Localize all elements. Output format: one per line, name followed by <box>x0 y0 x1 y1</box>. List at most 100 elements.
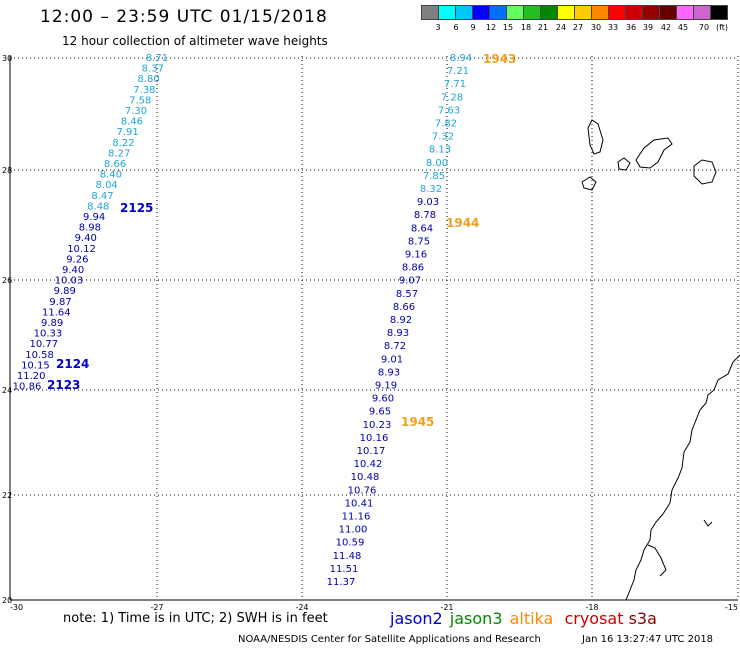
track-2124-value: 8.48 <box>87 201 109 212</box>
lat-tick-label: 30 <box>2 54 12 63</box>
track-2124-value: 8.04 <box>96 180 118 191</box>
lat-tick-label: 22 <box>2 491 12 500</box>
track-2124-value: 8.46 <box>121 117 143 128</box>
track-1944-value: 9.01 <box>381 354 403 365</box>
track-2124-value: 7.58 <box>129 95 151 106</box>
track-1944-value: 8.32 <box>420 184 442 195</box>
track-1944-value: 10.59 <box>336 538 365 549</box>
lon-tick-label: -27 <box>150 603 163 612</box>
legend-label: 36 <box>625 23 637 32</box>
legend-label: 15 <box>502 23 514 32</box>
track-2124-value: 9.89 <box>54 286 76 297</box>
track-2124-value: 10.86 <box>13 382 42 393</box>
track-2124-value: 10.33 <box>34 329 63 340</box>
legend-altika: altika <box>509 609 554 628</box>
track-1944-value: 8.86 <box>402 263 424 274</box>
track-2124-value: 10.58 <box>25 350 54 361</box>
axis-labels: -30 -27 -24 -21 -18 -15 30 28 26 24 22 20 <box>2 54 738 612</box>
map-subtitle: 12 hour collection of altimeter wave hei… <box>62 34 328 48</box>
legend-label: 3 <box>435 23 441 32</box>
legend-label: 27 <box>572 23 584 32</box>
track-2124-value: 9.26 <box>66 254 88 265</box>
track-1944-value: 10.42 <box>354 459 383 470</box>
track-1944-value: 8.13 <box>429 145 451 156</box>
lat-tick-label: 20 <box>2 596 12 605</box>
pass-time-label: 1943 <box>483 52 516 66</box>
coast-africa-inset <box>647 544 667 577</box>
track-1944-value: 8.78 <box>414 210 436 221</box>
track-2124-value: 8.37 <box>142 64 164 75</box>
track-1944-value: 7.28 <box>441 92 463 103</box>
track-1944-value: 10.17 <box>357 446 386 457</box>
track-2124-value: 10.03 <box>55 276 84 287</box>
track-2124-value: 11.64 <box>42 307 71 318</box>
track-1944-value: 8.00 <box>426 158 448 169</box>
legend-s3a: s3a <box>628 609 657 628</box>
track-2124-value: 7.91 <box>117 127 139 138</box>
track-1944-value: 11.00 <box>339 525 368 536</box>
track-2124-value: 10.12 <box>67 244 96 255</box>
legend-label: 30 <box>590 23 602 32</box>
coastline <box>581 119 740 601</box>
track-1944-value: 9.16 <box>405 250 427 261</box>
track-1944-value: 7.63 <box>438 105 460 116</box>
track-1944-value: 9.60 <box>372 394 394 405</box>
lat-tick-label: 26 <box>2 276 12 285</box>
legend-swatch <box>710 5 728 20</box>
legend-label: 33 <box>607 23 619 32</box>
track-1944-value: 8.93 <box>378 367 400 378</box>
track-1944-value: 7.85 <box>423 171 445 182</box>
track-2124-value: 8.27 <box>108 148 130 159</box>
legend-label: 12 <box>485 23 497 32</box>
track-2124-value: 8.40 <box>100 170 122 181</box>
track-2124-value: 9.40 <box>75 233 97 244</box>
track-1944-value: 11.51 <box>330 564 359 575</box>
track-2124-value: 7.30 <box>125 106 147 117</box>
lat-tick-label: 24 <box>2 386 12 395</box>
track-1944-value: 10.48 <box>351 472 380 483</box>
legend-label: 24 <box>555 23 567 32</box>
track-1944-value: 7.21 <box>447 66 469 77</box>
track-1944-value: 7.71 <box>444 79 466 90</box>
track-1944-value: 8.57 <box>396 289 418 300</box>
legend-jason3: jason3 <box>449 609 503 628</box>
track-2124-value: 9.87 <box>49 297 71 308</box>
lon-tick-label: -21 <box>440 603 453 612</box>
color-legend <box>421 5 728 20</box>
track-1944-value: 8.72 <box>384 341 406 352</box>
note-text: note: 1) Time is in UTC; 2) SWH is in fe… <box>63 611 328 626</box>
track-1944-value: 10.41 <box>345 498 374 509</box>
lon-tick-label: -15 <box>725 603 738 612</box>
legend-label: 21 <box>537 23 549 32</box>
track-1944-value: 7.82 <box>435 119 457 130</box>
track-2124-value: 8.98 <box>79 223 101 234</box>
track-1944-value: 10.76 <box>348 485 377 496</box>
track-1944-value: 10.23 <box>363 420 392 431</box>
track-2124-value: 10.77 <box>29 339 58 350</box>
track-1944-value: 7.32 <box>432 132 454 143</box>
track-1944-value: 8.93 <box>387 328 409 339</box>
pass-time-label: 1945 <box>401 415 434 429</box>
track-1944-value: 8.94 <box>450 53 472 64</box>
footnote: note: 1) Time is in UTC; 2) SWH is in fe… <box>63 611 328 626</box>
track-2124-value: 11.20 <box>17 371 46 382</box>
legend-label: 42 <box>660 23 672 32</box>
track-2124-value: 9.89 <box>41 318 63 329</box>
track-2124-value: 9.94 <box>83 212 105 223</box>
map-title: 12:00 – 23:59 UTC 01/15/2018 <box>40 7 328 27</box>
track-1944-value: 11.48 <box>333 551 362 562</box>
lat-lon-grid <box>9 56 739 601</box>
lon-tick-label: -18 <box>585 603 598 612</box>
track-2124-value: 7.38 <box>133 85 155 96</box>
satellite-legend: jason2 jason3 altika cryosat s3a <box>390 609 657 628</box>
track-2124-value: 9.40 <box>62 265 84 276</box>
track-1944-value: 9.19 <box>375 381 397 392</box>
track-2124-value: 8.22 <box>112 138 134 149</box>
lat-tick-label: 28 <box>2 166 12 175</box>
legend-cryosat: cryosat <box>564 609 624 628</box>
track-1944-value: 8.66 <box>393 302 415 313</box>
track-2124-value: 8.71 <box>146 53 168 64</box>
legend-label: 18 <box>520 23 532 32</box>
track-1944-value: 8.64 <box>411 223 433 234</box>
coast-small-mark <box>703 519 713 527</box>
